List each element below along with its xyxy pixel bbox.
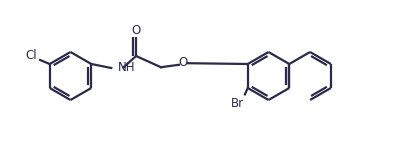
Text: O: O xyxy=(179,56,188,69)
Text: O: O xyxy=(132,24,141,37)
Text: Cl: Cl xyxy=(25,49,37,62)
Text: Br: Br xyxy=(231,97,244,110)
Text: NH: NH xyxy=(118,61,136,74)
